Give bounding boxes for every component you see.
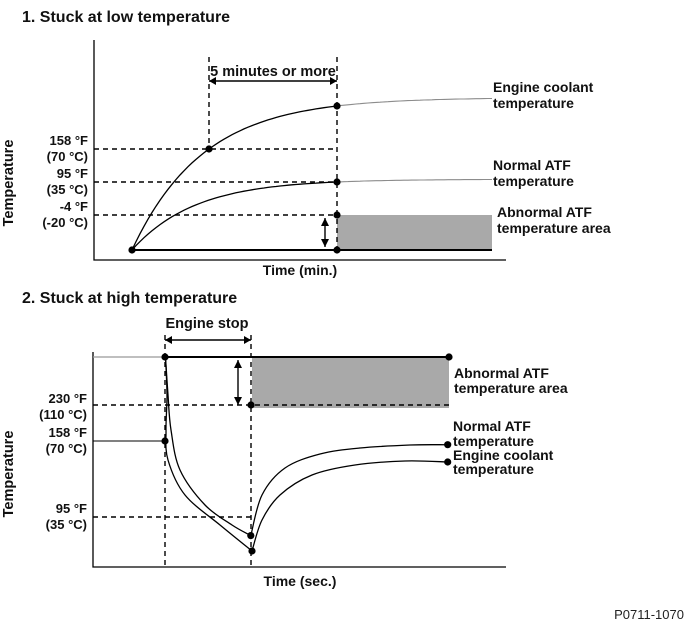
svg-text:95 °F: 95 °F <box>57 166 88 181</box>
svg-text:Engine coolant: Engine coolant <box>493 79 594 95</box>
svg-text:(35 °C): (35 °C) <box>46 517 87 532</box>
svg-text:Time (sec.): Time (sec.) <box>264 573 337 589</box>
svg-text:temperature: temperature <box>493 95 574 111</box>
svg-text:Time (min.): Time (min.) <box>263 262 337 278</box>
svg-text:2. Stuck at high temperature: 2. Stuck at high temperature <box>22 290 237 307</box>
svg-text:temperature area: temperature area <box>497 220 611 236</box>
svg-text:Abnormal ATF: Abnormal ATF <box>497 204 592 220</box>
svg-text:(70 °C): (70 °C) <box>47 149 88 164</box>
svg-text:Temperature: Temperature <box>1 140 17 227</box>
svg-text:95 °F: 95 °F <box>56 501 87 516</box>
svg-text:(-20 °C): (-20 °C) <box>42 215 88 230</box>
svg-text:(110 °C): (110 °C) <box>39 407 87 422</box>
svg-text:P0711-1070: P0711-1070 <box>614 607 684 622</box>
svg-text:Normal ATF: Normal ATF <box>493 157 571 173</box>
svg-text:temperature: temperature <box>453 461 534 477</box>
svg-text:temperature: temperature <box>493 173 574 189</box>
svg-text:temperature area: temperature area <box>454 380 568 396</box>
svg-text:230 °F: 230 °F <box>49 391 88 406</box>
svg-text:-4 °F: -4 °F <box>60 199 88 214</box>
svg-text:1. Stuck at low temperature: 1. Stuck at low temperature <box>22 9 230 26</box>
svg-text:Normal ATF: Normal ATF <box>453 418 531 434</box>
svg-text:Abnormal ATF: Abnormal ATF <box>454 365 549 381</box>
svg-text:158 °F: 158 °F <box>50 133 89 148</box>
svg-text:Temperature: Temperature <box>1 431 17 518</box>
svg-text:Engine stop: Engine stop <box>166 316 249 332</box>
svg-text:158 °F: 158 °F <box>49 425 88 440</box>
svg-text:5 minutes or more: 5 minutes or more <box>210 64 336 80</box>
svg-text:(70 °C): (70 °C) <box>46 441 87 456</box>
svg-text:(35 °C): (35 °C) <box>47 182 88 197</box>
